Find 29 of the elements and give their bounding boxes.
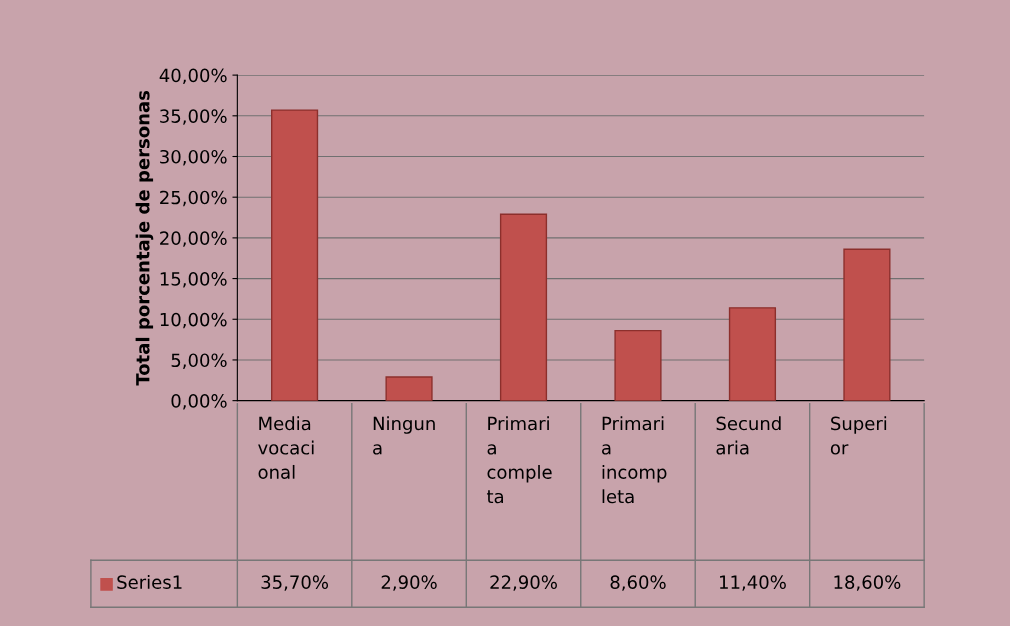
x-tick-label: Secund aria — [716, 416, 781, 455]
data-label: 22,90% — [490, 575, 557, 591]
x-tick-label: Media vocaci onal — [258, 416, 314, 479]
data-label: 2,90% — [381, 575, 437, 591]
data-label: 8,60% — [610, 575, 666, 591]
y-axis-title: Total porcentaje de personas — [135, 90, 154, 386]
y-tick-label: 10,00% — [160, 312, 227, 329]
data-label: 11,40% — [720, 575, 786, 591]
x-tick-label: Primari a incomp leta — [602, 416, 667, 504]
x-tick-label: Primari a comple ta — [486, 416, 552, 504]
y-tick-label: 5,00% — [171, 353, 227, 369]
bar — [499, 213, 548, 401]
y-tick-label: 0,00% — [171, 394, 227, 410]
bar — [385, 376, 433, 401]
data-label: 35,70% — [261, 575, 329, 591]
bar — [270, 109, 319, 401]
data-label: 18,60% — [834, 575, 901, 591]
x-tick-label: Superi or — [830, 416, 887, 455]
y-tick-label: 15,00% — [160, 272, 227, 288]
y-tick-label: 40,00% — [159, 68, 227, 85]
bar — [843, 248, 891, 401]
y-tick-label: 35,00% — [160, 109, 227, 125]
x-tick-label: Ningun a — [373, 416, 435, 455]
legend-label: Series1 — [117, 575, 182, 589]
bar — [614, 329, 662, 401]
y-tick-label: 25,00% — [160, 190, 227, 207]
y-tick-label: 30,00% — [160, 149, 227, 166]
bar — [728, 307, 777, 401]
y-tick-label: 20,00% — [160, 231, 227, 247]
